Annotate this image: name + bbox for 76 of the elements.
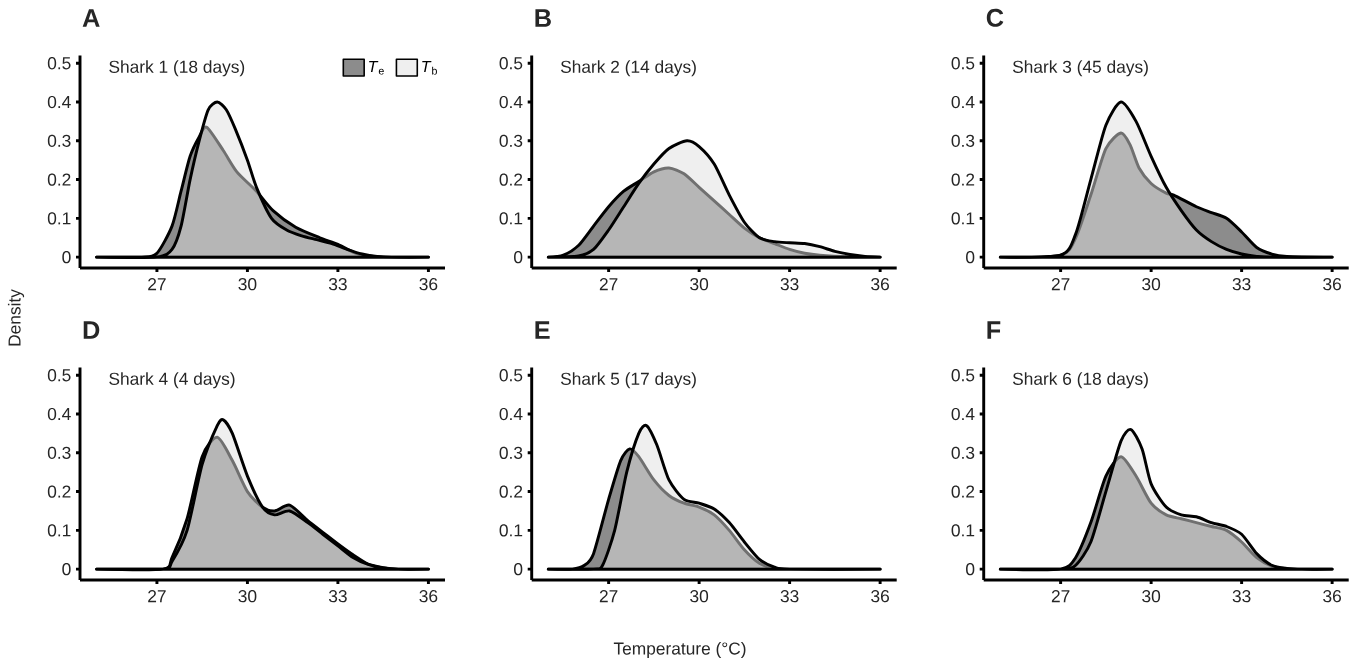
y-tick-label: 0.4 <box>499 95 523 109</box>
y-tick-label: 0.3 <box>47 134 71 147</box>
x-tick-label: 27 <box>599 590 618 603</box>
y-tick-label: 0.5 <box>47 57 71 70</box>
y-tick-label: 0.1 <box>47 524 71 537</box>
y-tick-label: 0.3 <box>499 134 523 147</box>
x-tick-label: 33 <box>328 278 347 291</box>
y-tick-label: 0.2 <box>47 485 71 498</box>
x-tick-label: 30 <box>690 278 709 291</box>
x-tick-label: 33 <box>1232 590 1251 603</box>
x-tick-label: 36 <box>1323 278 1342 291</box>
y-tick-label: 0.4 <box>47 407 71 421</box>
y-tick-label: 0 <box>966 251 975 264</box>
x-tick-label: 36 <box>871 278 889 291</box>
x-tick-label: 30 <box>690 590 709 603</box>
x-axis-title: Temperature (°C) <box>613 641 746 659</box>
chart-subtitle: Shark 3 (45 days) <box>1012 60 1148 77</box>
y-tick-label: 0.2 <box>47 173 71 186</box>
x-tick-label: 36 <box>1323 590 1342 603</box>
chart-title: B <box>535 9 551 27</box>
y-tick-label: 0.2 <box>951 485 975 498</box>
x-tick-label: 33 <box>1232 278 1251 291</box>
x-tick-label: 36 <box>871 590 889 603</box>
y-tick-label: 0.4 <box>951 95 975 109</box>
chart-title: A <box>82 9 100 27</box>
y-tick-label: 0 <box>966 563 975 576</box>
y-tick-label: 0.3 <box>47 446 71 459</box>
chart-title: D <box>83 321 100 339</box>
y-tick-label: 0.2 <box>499 485 523 498</box>
y-tick-label: 0.5 <box>47 369 71 382</box>
x-tick-label: 27 <box>599 278 618 291</box>
x-tick-label: 30 <box>1142 590 1161 603</box>
y-tick-label: 0.1 <box>499 524 523 537</box>
legend-label: T$_{e}$ <box>369 61 384 75</box>
x-tick-label: 27 <box>148 278 166 291</box>
y-tick-label: 0 <box>514 563 523 576</box>
x-tick-label: 36 <box>419 278 438 291</box>
y-tick-label: 0.5 <box>951 369 975 382</box>
y-tick-label: 0 <box>62 251 71 264</box>
x-tick-label: 30 <box>1142 278 1161 291</box>
y-tick-label: 0.4 <box>499 407 523 421</box>
chart-subtitle: Shark 5 (17 days) <box>560 372 696 389</box>
y-tick-label: 0.5 <box>499 369 523 382</box>
y-tick-label: 0.5 <box>499 57 523 70</box>
x-tick-label: 36 <box>419 590 438 603</box>
y-tick-label: 0.2 <box>499 173 523 186</box>
chart-title: C <box>986 8 1004 27</box>
y-axis-title: Density <box>7 289 25 346</box>
x-tick-label: 33 <box>328 590 347 603</box>
y-tick-label: 0.1 <box>47 212 71 225</box>
x-tick-label: 27 <box>1051 590 1070 603</box>
x-tick-label: 27 <box>1051 278 1070 291</box>
y-tick-label: 0.3 <box>499 446 523 459</box>
x-tick-label: 27 <box>148 590 166 603</box>
y-tick-label: 0.3 <box>951 446 975 459</box>
x-tick-label: 33 <box>780 278 799 291</box>
y-tick-label: 0.1 <box>951 524 975 537</box>
y-tick-label: 0 <box>514 251 523 264</box>
y-tick-label: 0.2 <box>951 173 975 186</box>
y-tick-label: 0.1 <box>951 212 975 225</box>
y-tick-label: 0.3 <box>951 134 975 147</box>
y-tick-label: 0.5 <box>951 57 975 70</box>
x-tick-label: 30 <box>238 590 257 603</box>
y-tick-label: 0 <box>62 563 71 576</box>
chart-subtitle: Shark 2 (14 days) <box>560 60 696 77</box>
chart-subtitle: Shark 1 (18 days) <box>109 60 245 77</box>
x-tick-label: 30 <box>238 278 257 291</box>
legend-label: T$_{b}$ <box>422 61 437 75</box>
x-tick-label: 33 <box>780 590 799 603</box>
chart-title: E <box>535 321 550 339</box>
y-tick-label: 0.1 <box>499 212 523 225</box>
chart-subtitle: Shark 6 (18 days) <box>1012 372 1148 389</box>
chart-subtitle: Shark 4 (4 days) <box>109 372 235 389</box>
y-tick-label: 0.4 <box>951 407 975 421</box>
y-tick-label: 0.4 <box>47 95 71 109</box>
chart-title: F <box>987 321 1001 339</box>
